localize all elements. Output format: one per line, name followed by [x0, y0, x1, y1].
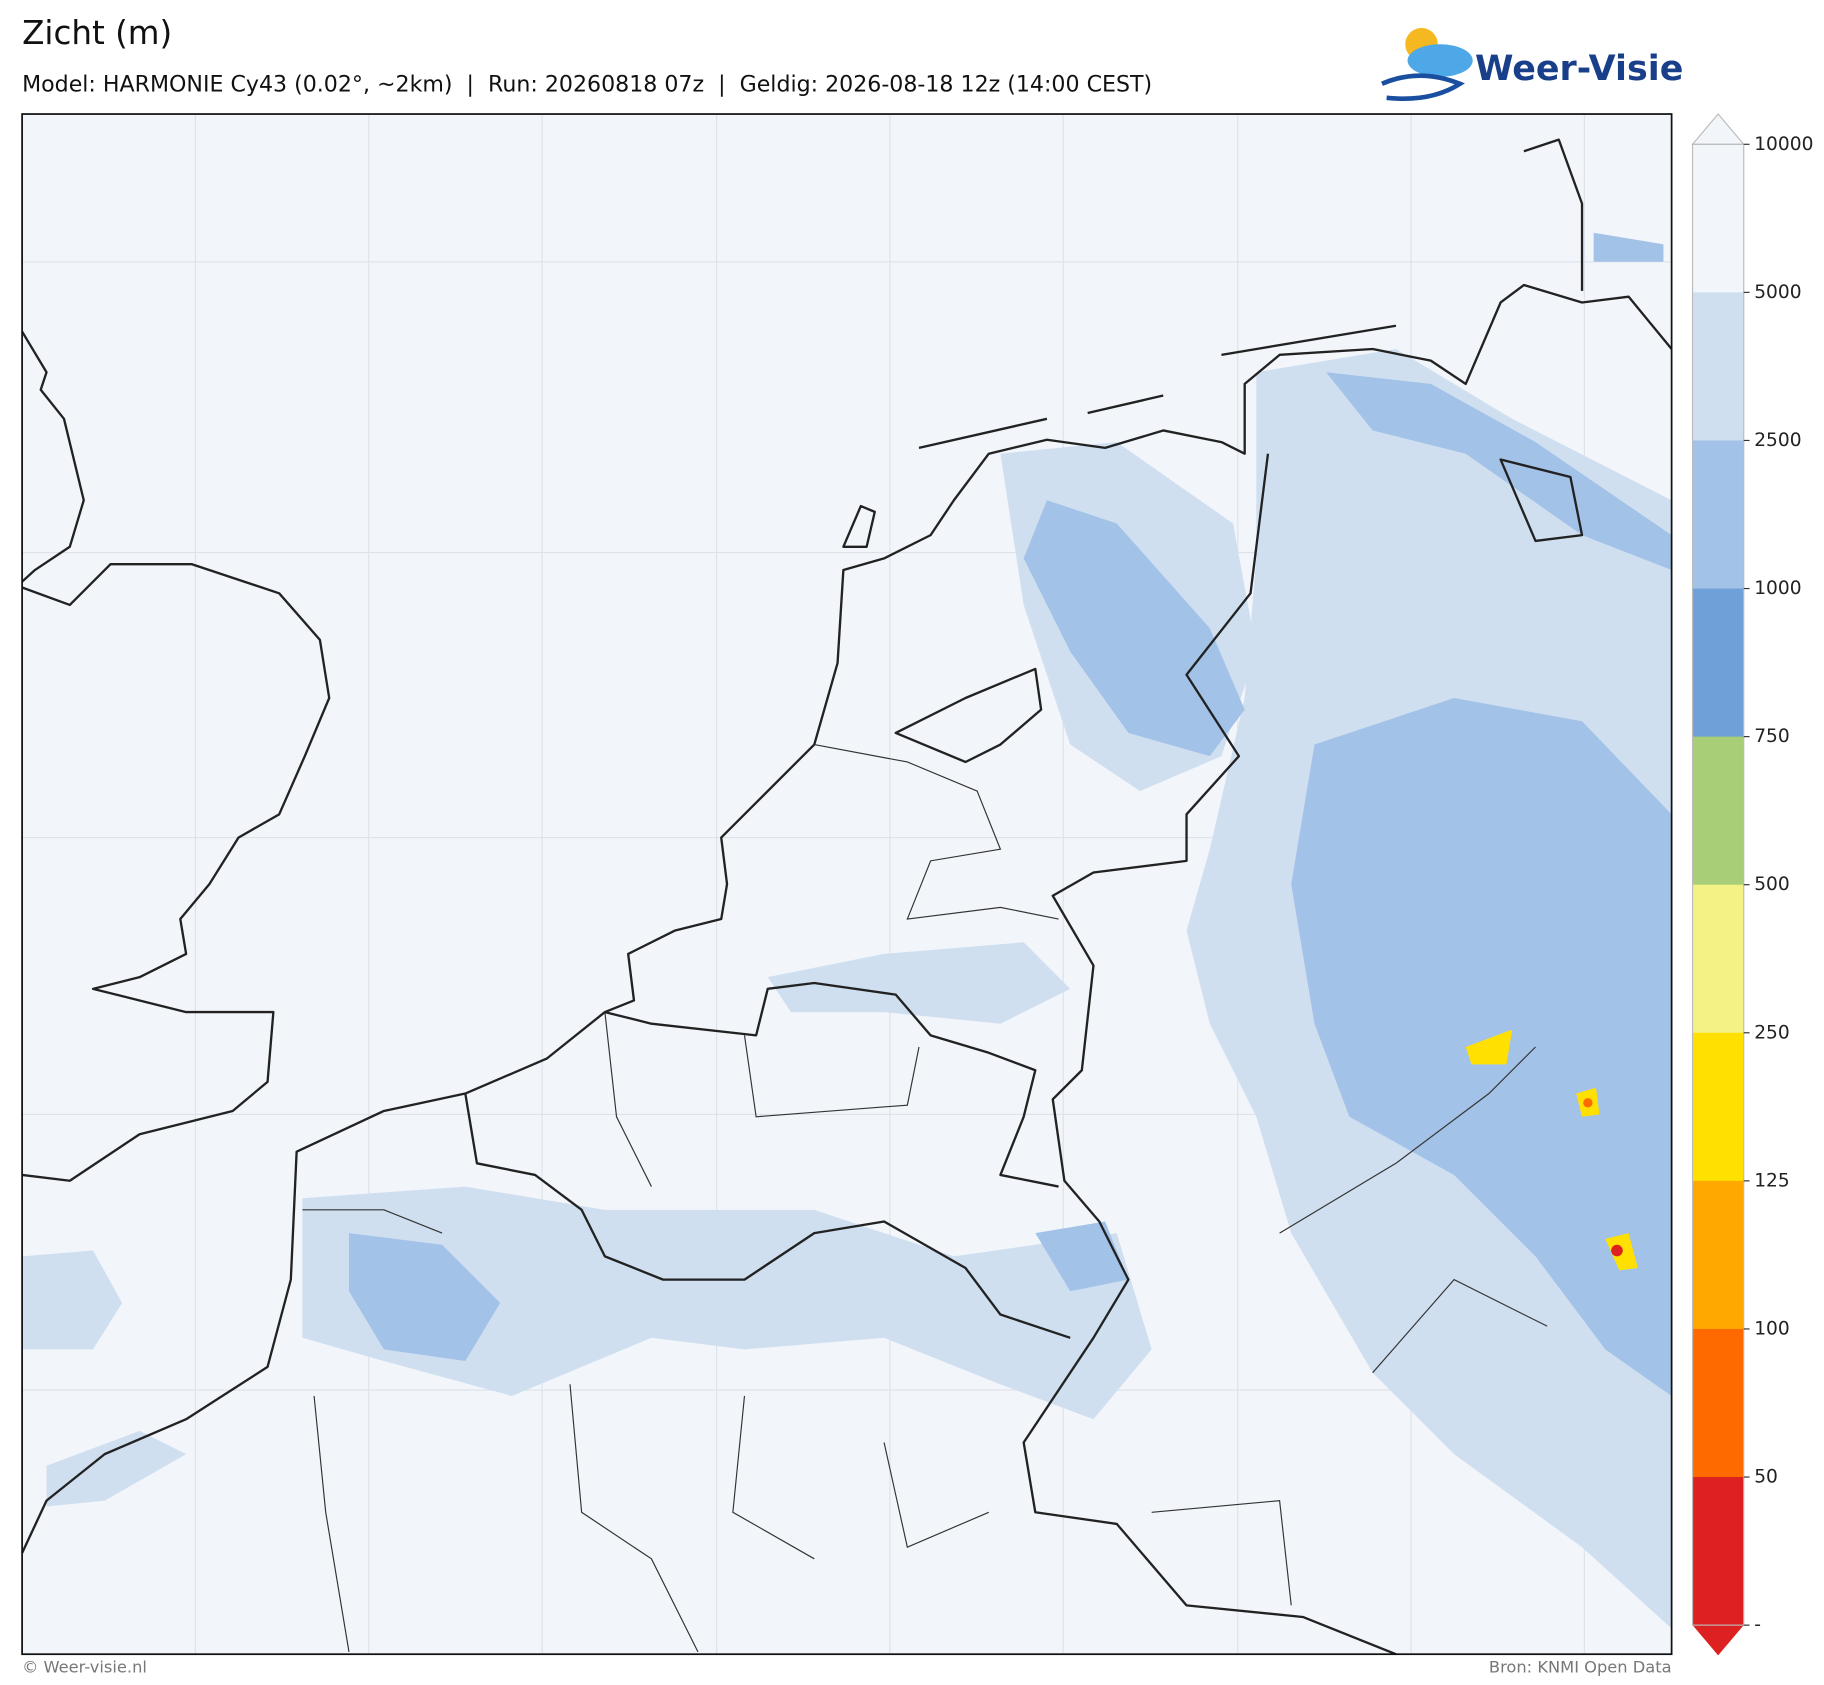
footer-left: © Weer-visie.nl [22, 1658, 147, 1677]
colorbar-extend-top [1691, 113, 1745, 145]
colorbar-segment [1692, 1477, 1744, 1626]
colorbar-tick-label: 2500 [1754, 430, 1801, 451]
logo-text: Weer-Visie [1475, 49, 1683, 89]
colorbar-tick-label: 5000 [1754, 282, 1801, 303]
colorbar-tick-label: 1000 [1754, 578, 1801, 599]
colorbar-segment [1692, 292, 1744, 442]
map [21, 113, 1673, 1656]
colorbar-segment [1692, 1328, 1744, 1478]
colorbar-tick-label: 100 [1754, 1318, 1790, 1339]
colorbar-segment [1692, 144, 1744, 293]
colorbar-segment [1692, 736, 1744, 886]
colorbar-segment [1692, 1180, 1744, 1330]
colorbar-tick-label: 500 [1754, 874, 1790, 895]
colorbar: 10000 5000 2500 1000 750 500 250 125 100 50 - [1691, 113, 1813, 1656]
colorbar-segment [1692, 440, 1744, 590]
colorbar-tick-label: 10000 [1754, 134, 1813, 155]
colorbar-tick-label: 50 [1754, 1467, 1778, 1488]
logo-wave [1381, 73, 1465, 102]
colorbar-tick-label: 250 [1754, 1022, 1790, 1043]
colorbar-extend-bottom [1692, 1625, 1744, 1656]
logo: Weer-Visie [1381, 27, 1683, 102]
colorbar-tick-label: - [1754, 1615, 1761, 1636]
borders [302, 453, 1548, 1656]
footer-right: Bron: KNMI Open Data [1489, 1658, 1672, 1677]
title: Zicht (m) [22, 14, 172, 52]
coastlines [21, 138, 1673, 1554]
colorbar-segment [1692, 1032, 1744, 1182]
map-frame [21, 113, 1673, 1656]
colorbar-tick-label: 750 [1754, 726, 1790, 747]
visibility-field [22, 232, 1672, 1629]
subtitle: Model: HARMONIE Cy43 (0.02°, ~2km) | Run… [22, 71, 1152, 97]
colorbar-segment [1692, 588, 1744, 738]
logo-cloud [1407, 44, 1473, 77]
colorbar-segment [1692, 884, 1744, 1034]
colorbar-tick-label: 125 [1754, 1170, 1790, 1191]
